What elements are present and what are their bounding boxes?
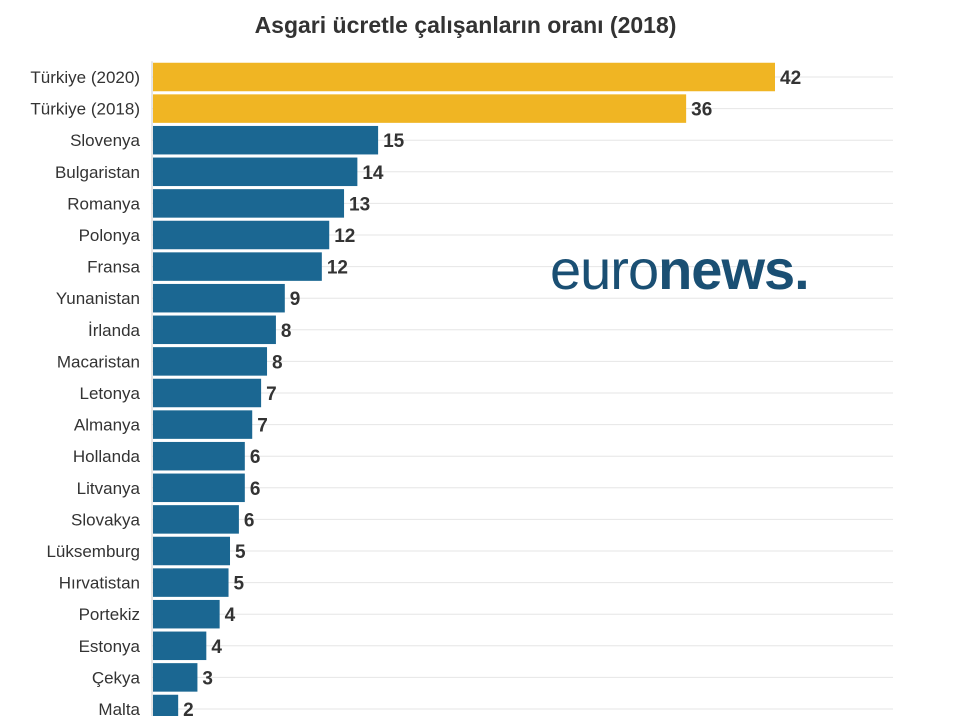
category-label: Slovenya [70,131,140,150]
value-label: 6 [250,479,261,500]
category-label: Bulgaristan [55,163,140,182]
bar [153,441,245,471]
bar [153,505,239,534]
value-label: 4 [225,605,236,626]
value-label: 2 [183,700,194,716]
category-label: Fransa [87,258,140,277]
bar [153,347,268,376]
bar [153,631,207,661]
logo-part-news: news. [658,238,810,301]
category-label: Lüksemburg [46,542,140,561]
value-labels: 42 36 15 14 13 12 12 9 8 8 7 7 6 6 6 5 5 44 32 [183,68,801,716]
value-label: 5 [234,574,245,595]
bar [153,378,262,408]
bar [153,599,220,629]
value-label: 14 [362,163,384,184]
bar [153,283,285,313]
bar [153,189,345,218]
bar [153,62,775,92]
category-label: Estonya [79,637,141,656]
value-label: 9 [290,289,301,310]
value-label: 36 [691,100,712,121]
value-label: 6 [250,447,261,468]
bar [153,536,231,566]
chart-title: Asgari ücretle çalışanların oranı (2018) [254,12,677,38]
bar [153,315,276,345]
value-label: 8 [281,321,292,342]
bar [153,157,358,187]
euronews-logo: euronews. [550,238,810,301]
value-label: 7 [266,384,277,405]
category-label: Malta [98,700,140,716]
value-label: 15 [383,131,405,152]
category-label: Yunanistan [56,289,140,308]
value-label: 3 [202,668,213,689]
category-label: Polonya [79,226,141,245]
category-label: Çekya [92,668,141,687]
bar [153,663,198,692]
bar [153,568,229,597]
category-label: Hollanda [73,447,141,466]
bar [153,125,379,155]
category-label: Türkiye (2018) [30,100,140,119]
value-label: 13 [349,194,370,215]
category-label: Letonya [80,384,141,403]
bars [153,62,775,716]
bar [153,252,322,281]
bar [153,694,179,716]
category-label: İrlanda [88,321,141,340]
bar [153,473,245,503]
category-label: Litvanya [77,479,141,498]
value-label: 5 [235,542,246,563]
category-label: Portekiz [79,605,140,624]
bar [153,410,253,439]
value-label: 42 [780,68,801,89]
value-label: 8 [272,352,283,373]
bar [153,94,687,123]
value-label: 12 [327,258,348,279]
category-label: Romanya [67,194,140,213]
category-label: Almanya [74,416,141,435]
category-labels: Türkiye (2020) Türkiye (2018) Slovenya Bulg… [30,68,140,716]
category-label: Slovakya [71,510,141,529]
value-label: 6 [244,510,255,531]
category-label: Macaristan [57,352,140,371]
bar [153,220,330,250]
value-label: 12 [334,226,355,247]
category-label: Türkiye (2020) [30,68,140,87]
logo-part-euro: euro [550,238,659,301]
value-label: 4 [211,637,222,658]
category-label: Hırvatistan [59,574,140,593]
value-label: 7 [257,416,268,437]
